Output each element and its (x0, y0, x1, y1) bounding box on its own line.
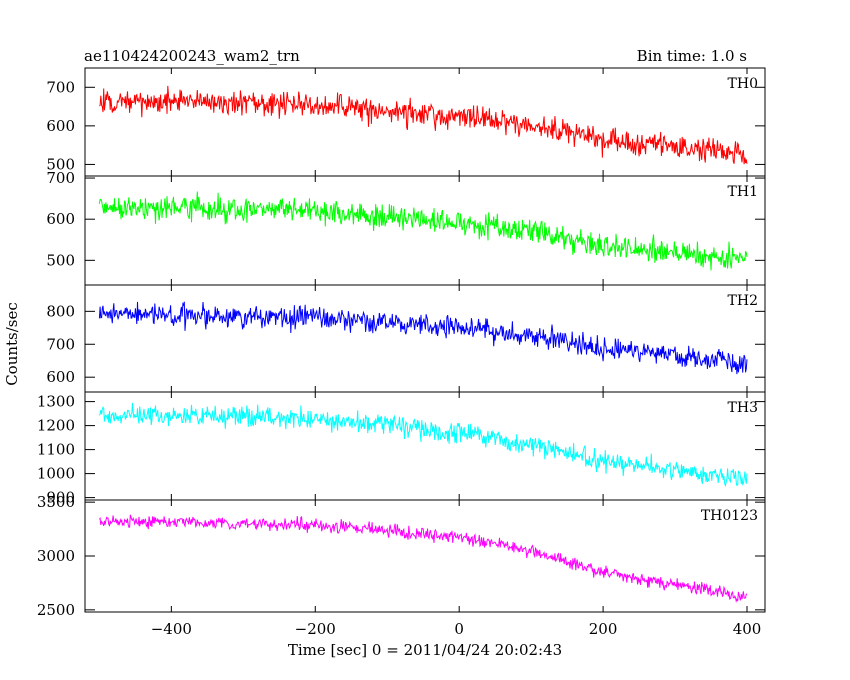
y-axis-title: Counts/sec (3, 302, 21, 386)
y-tick-label: 3000 (37, 547, 75, 565)
x-tick-label: 0 (454, 620, 464, 638)
x-tick-label: 400 (733, 620, 762, 638)
series-line-th3 (98, 402, 748, 487)
y-tick-label: 3500 (37, 493, 75, 511)
bin-time-label: Bin time: 1.0 s (637, 47, 747, 65)
x-axis-ticks: −400 −200 0 200 400 (151, 620, 762, 638)
y-tick-label: 600 (46, 117, 75, 135)
panel-label-th0123: TH0123 (701, 508, 758, 524)
panel-frame (84, 499, 766, 613)
panel-label-th0: TH0 (728, 76, 758, 92)
x-tick-label: −400 (151, 620, 192, 638)
panel-label-th1: TH1 (728, 184, 758, 200)
y-tick-label: 500 (46, 251, 75, 269)
panel-stack: 500 600 700 TH0 500 600 700 TH1 600 700 800 TH2 900 1… (37, 67, 766, 619)
x-tick-label: −200 (295, 620, 336, 638)
y-tick-label: 1200 (37, 417, 75, 435)
series-line-th2 (98, 301, 748, 375)
panel-th1: 500 600 700 TH1 (46, 169, 766, 286)
panel-frame (84, 284, 766, 393)
panel-label-th3: TH3 (728, 400, 758, 416)
y-tick-label: 700 (46, 169, 75, 187)
y-tick-label: 1300 (37, 393, 75, 411)
y-tick-label: 700 (46, 335, 75, 353)
panel-th3: 900 1000 1100 1200 1300 TH3 (37, 391, 766, 507)
series-line-th0 (99, 85, 748, 165)
y-tick-label: 900 (46, 489, 75, 507)
panel-label-th2: TH2 (728, 293, 758, 309)
panel-th2: 600 700 800 TH2 (46, 284, 766, 393)
panel-frame (84, 391, 766, 501)
series-line-th0123 (98, 514, 748, 603)
x-axis-title: Time [sec] 0 = 2011/04/24 20:02:43 (288, 641, 562, 659)
panel-th0123: 2500 3000 3500 TH0123 (37, 493, 766, 619)
panel-frame (84, 175, 766, 286)
y-tick-label: 1000 (37, 465, 75, 483)
panel-frame (84, 67, 766, 177)
y-tick-label: 700 (46, 78, 75, 96)
y-tick-label: 500 (46, 155, 75, 173)
x-tick-label: 200 (589, 620, 618, 638)
y-tick-label: 600 (46, 210, 75, 228)
panel-th0: 500 600 700 TH0 (46, 67, 766, 177)
y-tick-label: 800 (46, 302, 75, 320)
y-tick-label: 2500 (37, 601, 75, 619)
chart-title: ae110424200243_wam2_trn (84, 47, 300, 65)
y-tick-label: 600 (46, 368, 75, 386)
series-line-th1 (98, 191, 748, 271)
y-tick-label: 1100 (37, 441, 75, 459)
